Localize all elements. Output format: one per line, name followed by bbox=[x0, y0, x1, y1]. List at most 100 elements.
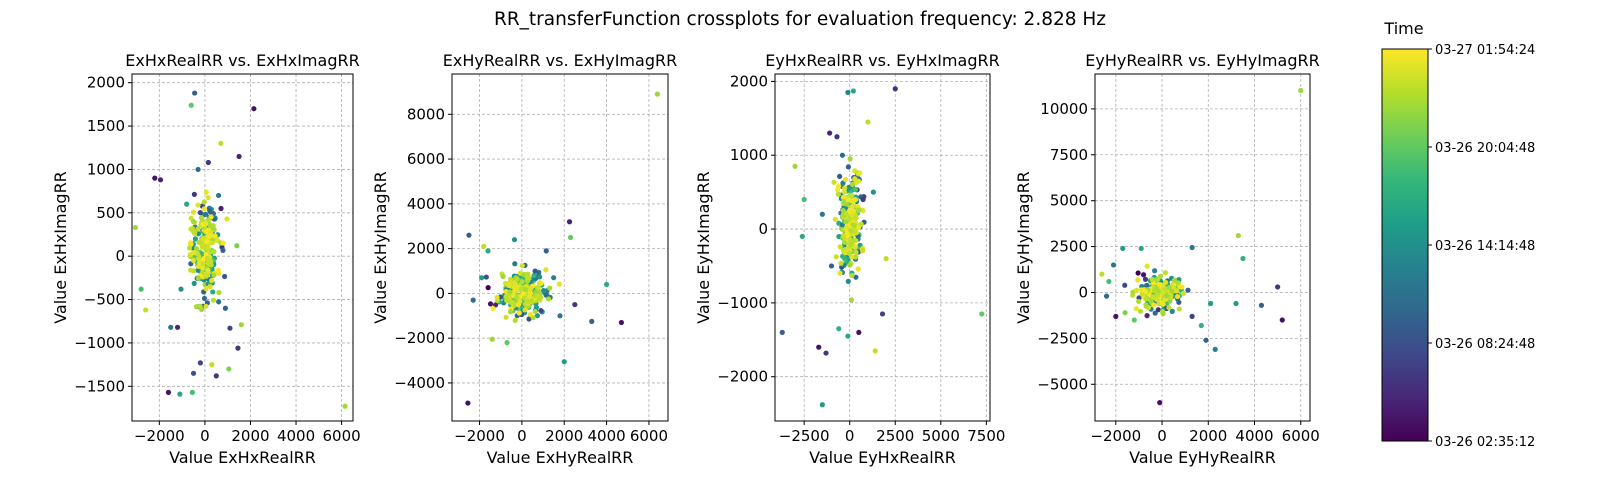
data-point bbox=[200, 265, 206, 271]
data-point bbox=[511, 237, 518, 243]
data-point bbox=[1233, 300, 1239, 307]
data-point bbox=[203, 238, 210, 245]
data-point bbox=[892, 86, 898, 92]
data-point bbox=[1174, 293, 1181, 300]
data-point bbox=[840, 194, 847, 200]
data-point bbox=[836, 326, 842, 332]
y-tick-label: 0 bbox=[758, 220, 768, 238]
y-tick-label: −5000 bbox=[1037, 375, 1088, 393]
data-point bbox=[654, 91, 661, 97]
data-point bbox=[1149, 276, 1155, 282]
data-point bbox=[485, 248, 491, 254]
data-point bbox=[849, 203, 855, 210]
data-point bbox=[193, 245, 200, 252]
data-point bbox=[852, 213, 858, 219]
data-point bbox=[1161, 286, 1167, 292]
data-point bbox=[1157, 282, 1163, 288]
data-point bbox=[503, 314, 509, 320]
subplot-title: ExHxRealRR vs. ExHxImagRR bbox=[125, 51, 359, 70]
data-point bbox=[188, 102, 194, 108]
subplots-container: −2000 0 2000 4000 6000−1500−1000−50005001000… bbox=[51, 51, 1320, 467]
x-tick-label: 2000 bbox=[1189, 427, 1227, 445]
data-point bbox=[1176, 306, 1182, 312]
data-point bbox=[235, 345, 241, 351]
data-point bbox=[543, 292, 549, 298]
data-point bbox=[845, 164, 851, 170]
data-point bbox=[514, 276, 520, 282]
data-point bbox=[1160, 311, 1166, 317]
data-point bbox=[504, 340, 510, 346]
data-point bbox=[203, 189, 209, 195]
y-tick-label: −2500 bbox=[1037, 329, 1088, 347]
data-point bbox=[1203, 337, 1209, 343]
data-point bbox=[210, 289, 216, 295]
data-point bbox=[1150, 294, 1156, 300]
data-point bbox=[1258, 302, 1265, 308]
y-tick-label: 2500 bbox=[1050, 238, 1088, 256]
data-point bbox=[226, 366, 232, 372]
axes-frame bbox=[131, 73, 354, 422]
data-point bbox=[210, 297, 217, 303]
data-point bbox=[835, 183, 842, 189]
y-tick-label: 1500 bbox=[87, 117, 125, 135]
axes-frame bbox=[774, 73, 991, 422]
y-tick-label: 0 bbox=[1078, 283, 1088, 301]
data-point bbox=[1163, 293, 1170, 299]
data-point bbox=[835, 191, 841, 197]
y-tick-label: −2000 bbox=[717, 368, 768, 386]
data-point bbox=[1162, 270, 1169, 276]
data-point bbox=[211, 249, 217, 255]
data-point bbox=[1157, 400, 1163, 406]
data-point bbox=[192, 236, 199, 242]
x-tick-label: 4000 bbox=[587, 427, 625, 445]
data-point bbox=[203, 221, 209, 227]
data-point bbox=[187, 252, 193, 258]
data-point bbox=[211, 272, 217, 278]
data-point bbox=[143, 307, 149, 313]
data-point bbox=[209, 277, 215, 284]
data-point bbox=[846, 250, 852, 257]
x-tick-label: 4000 bbox=[1235, 427, 1273, 445]
x-tick-label: 6000 bbox=[630, 427, 668, 445]
data-point bbox=[512, 281, 518, 287]
data-point bbox=[1168, 295, 1174, 301]
data-point bbox=[1176, 299, 1182, 305]
data-point bbox=[205, 260, 211, 266]
data-point bbox=[1142, 276, 1149, 282]
data-point bbox=[216, 299, 222, 305]
data-point bbox=[841, 198, 847, 204]
data-point bbox=[197, 303, 203, 309]
y-tick-label: −4000 bbox=[394, 374, 445, 392]
data-point bbox=[618, 319, 625, 326]
data-point bbox=[490, 305, 496, 312]
data-point bbox=[1151, 302, 1157, 308]
y-tick-label: 500 bbox=[96, 204, 125, 222]
data-point bbox=[1175, 280, 1181, 286]
subplot-4: −2000 0 2000 4000 6000 −5000 −2500 0 2500 5000 750… bbox=[1014, 51, 1320, 467]
data-point bbox=[186, 245, 193, 251]
data-point bbox=[534, 313, 540, 319]
x-axis-label: Value EyHxRealRR bbox=[809, 448, 956, 467]
data-point bbox=[1207, 300, 1214, 307]
data-point bbox=[470, 297, 476, 303]
data-point bbox=[850, 88, 856, 94]
data-point bbox=[849, 181, 856, 188]
data-point bbox=[218, 140, 224, 146]
data-point bbox=[518, 286, 524, 292]
data-point bbox=[819, 211, 825, 217]
data-point bbox=[184, 201, 190, 207]
data-point bbox=[1133, 287, 1140, 293]
scatter-series bbox=[779, 86, 985, 408]
data-point bbox=[238, 322, 244, 328]
x-tick-label: 0 bbox=[200, 427, 210, 445]
data-point bbox=[1180, 290, 1186, 297]
data-point bbox=[483, 274, 489, 280]
data-point bbox=[840, 212, 846, 218]
x-tick-label: 0 bbox=[517, 427, 527, 445]
data-point bbox=[205, 217, 211, 223]
x-tick-label: −2000 bbox=[1090, 427, 1141, 445]
data-point bbox=[561, 359, 567, 365]
data-point bbox=[850, 198, 856, 205]
data-point bbox=[801, 196, 807, 203]
